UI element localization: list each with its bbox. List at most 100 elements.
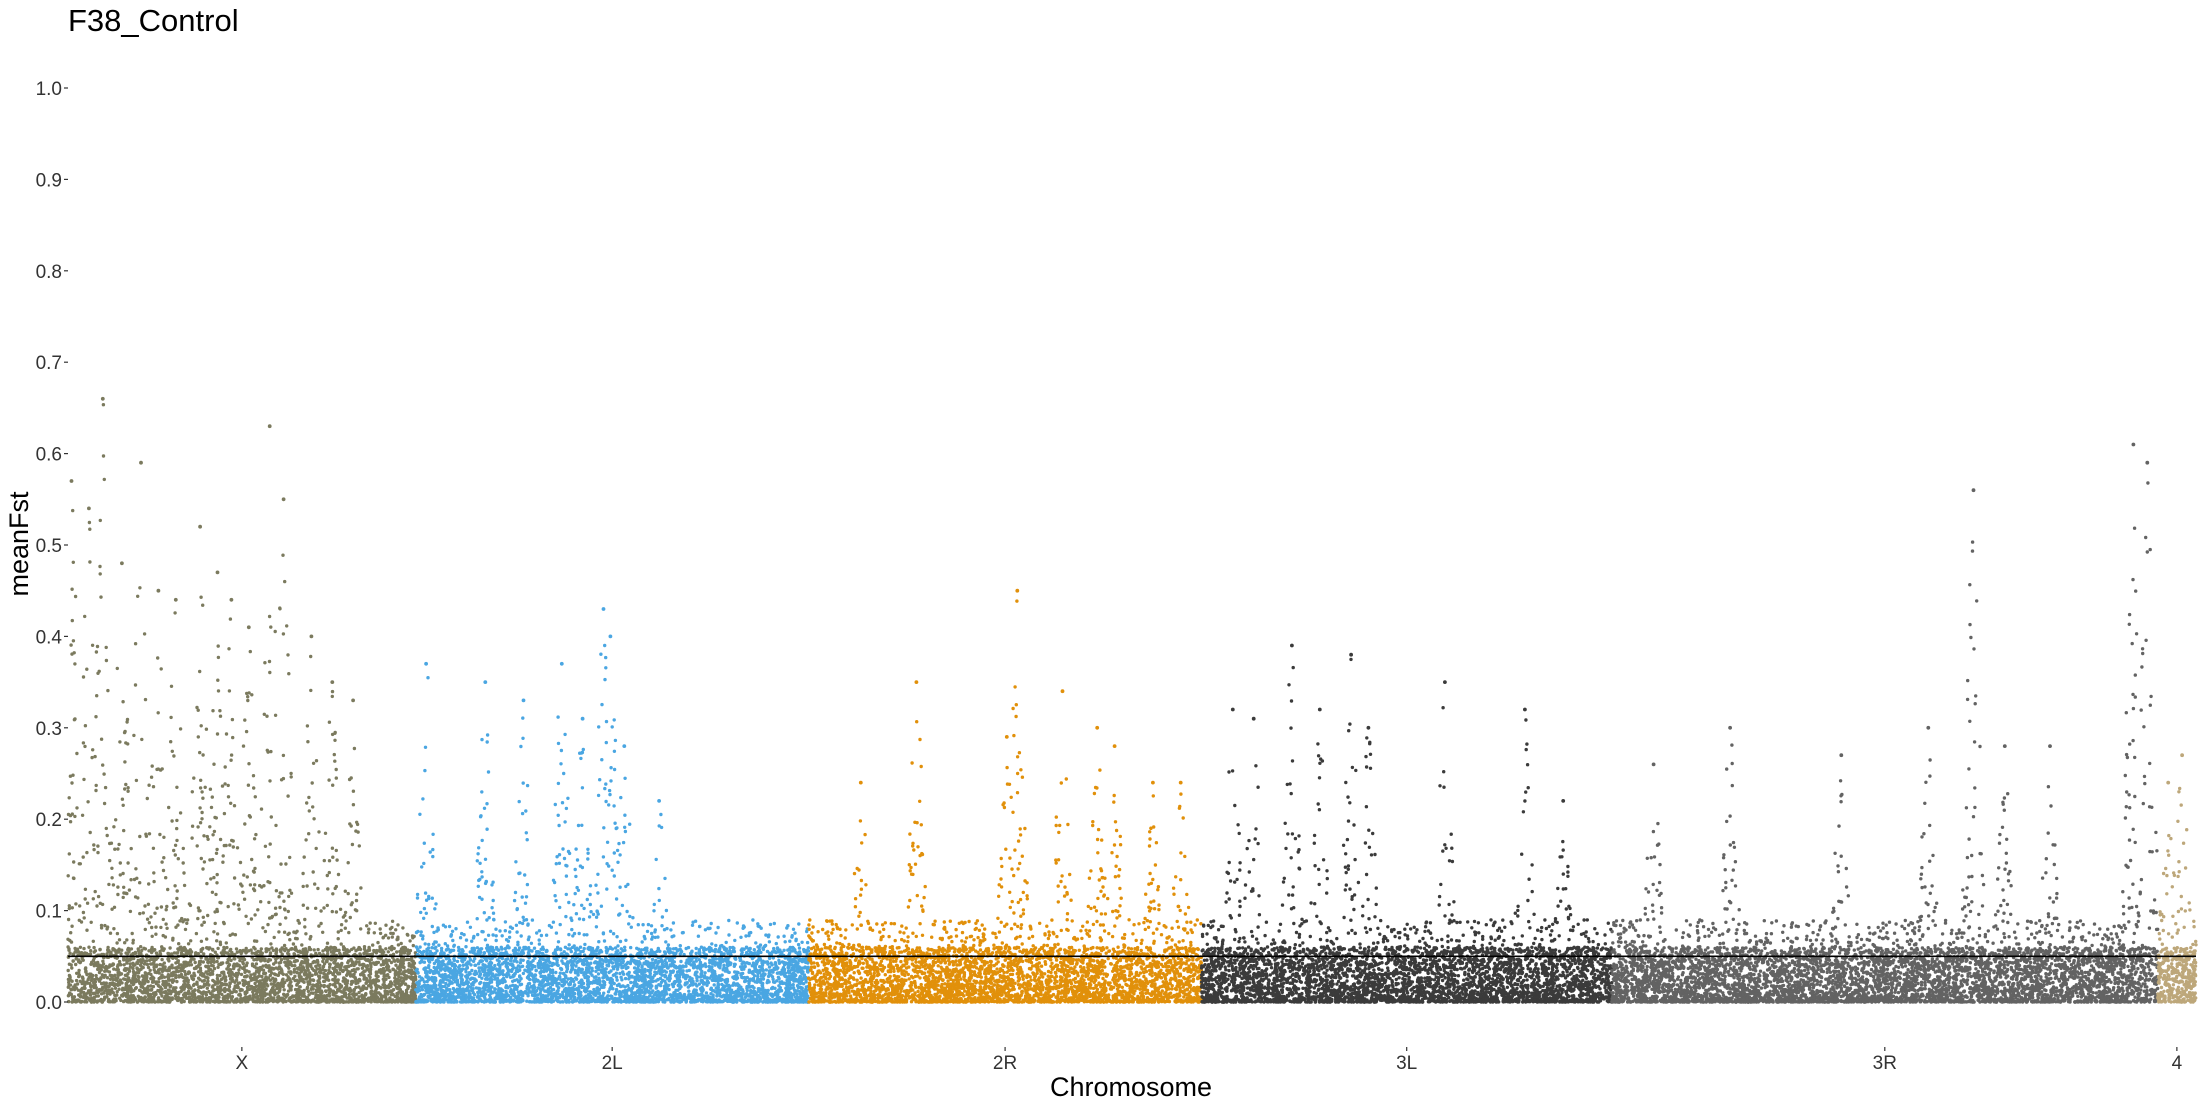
data-point bbox=[196, 708, 200, 712]
data-point bbox=[84, 980, 89, 984]
data-point bbox=[242, 897, 247, 901]
data-point bbox=[117, 959, 122, 964]
data-point bbox=[378, 992, 382, 996]
data-point bbox=[286, 951, 290, 956]
data-point bbox=[323, 831, 328, 835]
data-point bbox=[364, 976, 369, 981]
data-point bbox=[215, 939, 219, 943]
data-point bbox=[192, 776, 196, 780]
data-point bbox=[258, 979, 262, 983]
data-point bbox=[251, 774, 256, 778]
data-point bbox=[222, 975, 226, 979]
data-point bbox=[115, 964, 120, 969]
data-point bbox=[112, 905, 117, 909]
data-point bbox=[213, 950, 217, 954]
data-point bbox=[161, 979, 165, 984]
data-point bbox=[414, 977, 418, 982]
data-point bbox=[99, 926, 104, 930]
data-point bbox=[351, 803, 356, 807]
data-point bbox=[243, 822, 247, 826]
data-point bbox=[558, 905, 562, 910]
data-point bbox=[428, 850, 432, 854]
data-point bbox=[90, 996, 94, 1000]
data-point bbox=[90, 755, 94, 760]
data-point bbox=[179, 997, 183, 1002]
data-point bbox=[69, 992, 74, 996]
data-point bbox=[378, 931, 383, 936]
data-point bbox=[122, 730, 127, 735]
data-point bbox=[422, 841, 426, 845]
data-point bbox=[143, 971, 147, 975]
data-point bbox=[431, 832, 435, 836]
data-point bbox=[123, 973, 128, 977]
data-point bbox=[222, 843, 226, 848]
data-point bbox=[202, 920, 206, 924]
data-point bbox=[181, 846, 185, 851]
data-point bbox=[175, 785, 179, 789]
data-point bbox=[268, 842, 272, 846]
data-point bbox=[198, 750, 202, 755]
data-point bbox=[152, 879, 156, 884]
data-point bbox=[292, 952, 296, 956]
data-point bbox=[105, 927, 109, 931]
data-point bbox=[302, 980, 306, 984]
data-point bbox=[279, 949, 283, 954]
data-point bbox=[172, 848, 176, 853]
data-point bbox=[98, 947, 102, 952]
data-point bbox=[267, 969, 271, 973]
data-point bbox=[69, 987, 73, 991]
data-point bbox=[71, 959, 75, 963]
data-point bbox=[74, 998, 78, 1002]
data-point bbox=[137, 988, 142, 992]
data-point bbox=[557, 861, 562, 865]
data-point bbox=[437, 943, 441, 947]
data-point bbox=[133, 996, 137, 1000]
data-point bbox=[247, 762, 251, 766]
data-point bbox=[223, 996, 228, 1000]
data-point bbox=[209, 877, 213, 881]
data-point bbox=[247, 949, 251, 953]
data-point bbox=[339, 996, 343, 1001]
data-point bbox=[329, 958, 334, 962]
data-point bbox=[174, 986, 178, 990]
data-point bbox=[192, 957, 196, 961]
data-point bbox=[297, 921, 301, 925]
data-point bbox=[233, 973, 237, 977]
data-point bbox=[390, 919, 395, 923]
data-point bbox=[135, 966, 139, 970]
data-point bbox=[120, 993, 124, 998]
data-point bbox=[144, 832, 148, 836]
data-point bbox=[74, 978, 79, 983]
data-point bbox=[253, 976, 257, 980]
data-point bbox=[542, 969, 546, 974]
data-point bbox=[216, 689, 221, 693]
data-point bbox=[274, 823, 278, 828]
data-point bbox=[332, 960, 336, 965]
data-point bbox=[123, 787, 127, 791]
data-point bbox=[310, 781, 314, 785]
data-point bbox=[165, 926, 169, 930]
data-point bbox=[211, 833, 215, 837]
data-point bbox=[96, 894, 101, 899]
data-point bbox=[372, 978, 376, 982]
data-point bbox=[181, 975, 185, 980]
data-point bbox=[199, 595, 203, 599]
data-point bbox=[215, 732, 220, 736]
data-point bbox=[115, 941, 119, 945]
data-point bbox=[267, 964, 271, 968]
data-point bbox=[273, 972, 278, 977]
data-point bbox=[227, 994, 231, 998]
data-point bbox=[160, 860, 164, 864]
data-point bbox=[284, 862, 288, 866]
data-point bbox=[311, 870, 315, 874]
data-point bbox=[793, 931, 797, 935]
data-point bbox=[110, 907, 114, 911]
data-point bbox=[276, 984, 281, 988]
data-point bbox=[657, 886, 661, 891]
data-point bbox=[733, 938, 737, 943]
data-point bbox=[229, 753, 234, 757]
data-point bbox=[140, 958, 144, 962]
data-point bbox=[267, 855, 271, 859]
data-point bbox=[168, 985, 172, 989]
data-point bbox=[206, 964, 210, 968]
